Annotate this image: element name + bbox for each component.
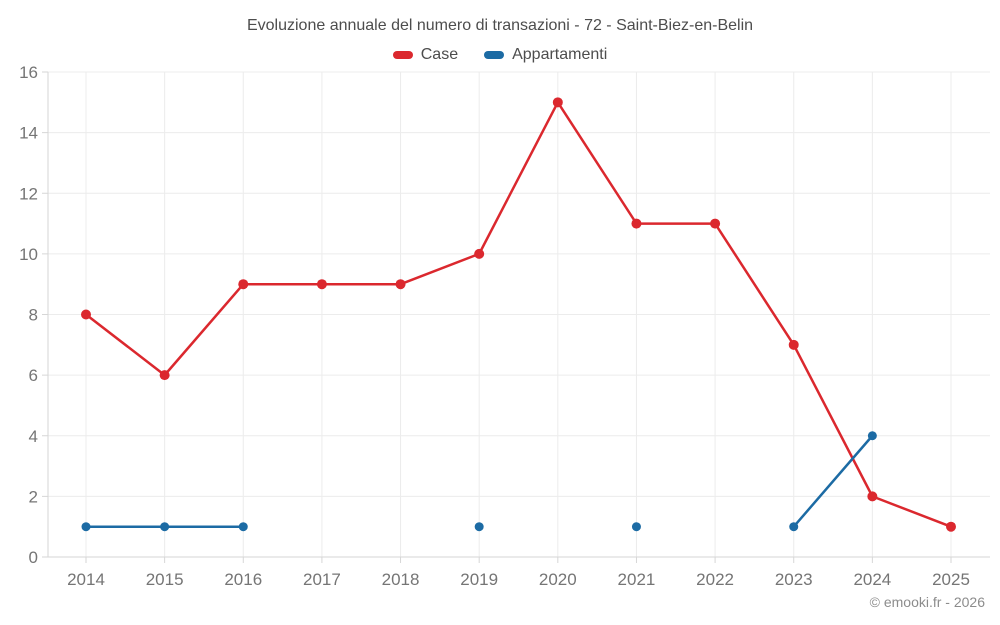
x-tick-label: 2022	[696, 570, 734, 589]
y-tick-label: 14	[19, 124, 38, 143]
case-point[interactable]	[159, 370, 170, 381]
case-point[interactable]	[710, 218, 721, 229]
appartamenti-point[interactable]	[631, 522, 641, 532]
copyright-text: © emooki.fr - 2026	[869, 594, 985, 610]
chart-title: Evoluzione annuale del numero di transaz…	[246, 17, 754, 34]
case-point[interactable]	[788, 339, 799, 350]
appartamenti-point[interactable]	[160, 522, 170, 532]
y-tick-label: 12	[19, 184, 38, 203]
y-tick-label: 4	[29, 427, 38, 446]
case-point[interactable]	[631, 218, 642, 229]
case-line	[84, 101, 953, 528]
x-tick-label: 2025	[932, 570, 970, 589]
case-point[interactable]	[81, 309, 91, 320]
case-point[interactable]	[316, 279, 327, 290]
x-tick-label: 2021	[618, 570, 656, 589]
appartamenti-point[interactable]	[474, 522, 484, 532]
y-tick-label: 0	[29, 548, 38, 567]
case-point[interactable]	[238, 279, 249, 290]
x-tick-label: 2017	[303, 570, 341, 589]
appartamenti-point[interactable]	[238, 522, 248, 532]
appartamenti-legend-marker-icon	[484, 51, 505, 59]
x-tick-label: 2015	[146, 570, 184, 589]
appartamenti-point[interactable]	[81, 522, 91, 532]
appartamenti-line	[792, 434, 874, 528]
case-point[interactable]	[395, 279, 406, 290]
case-point[interactable]	[552, 97, 563, 108]
y-tick-label: 2	[29, 487, 38, 506]
y-tick-label: 10	[19, 245, 38, 264]
legend-label-case: Case	[420, 46, 459, 63]
legend-item-case[interactable]: Case	[392, 46, 459, 64]
case-legend-marker-icon	[392, 51, 413, 59]
y-tick-label: 8	[29, 306, 38, 325]
appartamenti-point[interactable]	[867, 431, 877, 441]
legend-label-appartamenti: Appartamenti	[512, 46, 608, 63]
x-tick-label: 2014	[67, 570, 105, 589]
appartamenti-point[interactable]	[789, 522, 799, 532]
x-tick-label: 2016	[224, 570, 262, 589]
y-tick-label: 6	[29, 366, 38, 385]
legend: Case Appartamenti	[0, 46, 1000, 64]
x-tick-label: 2024	[853, 570, 891, 589]
case-point[interactable]	[867, 491, 878, 502]
case-point[interactable]	[946, 521, 956, 532]
x-tick-label: 2020	[539, 570, 577, 589]
x-tick-label: 2023	[775, 570, 813, 589]
x-tick-label: 2018	[382, 570, 420, 589]
x-tick-label: 2019	[460, 570, 498, 589]
case-point[interactable]	[474, 248, 485, 259]
legend-item-appartamenti[interactable]: Appartamenti	[484, 46, 607, 64]
y-tick-label: 16	[19, 63, 38, 82]
